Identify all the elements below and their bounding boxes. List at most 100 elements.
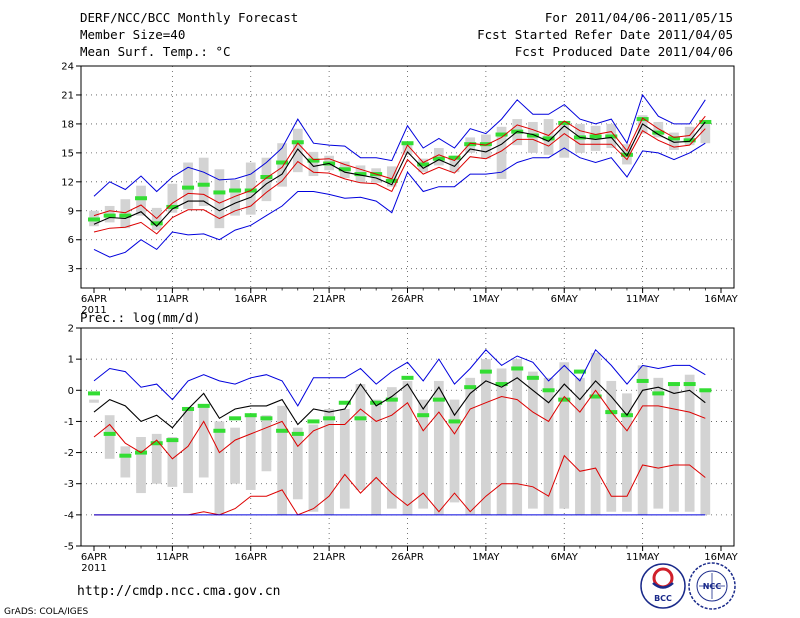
ncc-logo-grid	[699, 573, 725, 599]
prec-box-0	[89, 399, 99, 403]
temp-box-30	[559, 123, 570, 158]
prec-mean-tick-23	[448, 419, 461, 424]
ncc-logo-text: NCC	[703, 582, 722, 591]
prec-mean-tick-1	[103, 431, 116, 436]
prec-xtick-label-6: 6MAY	[551, 552, 579, 563]
temp-box-26	[496, 126, 507, 179]
temp-mean-tick-8	[213, 190, 226, 195]
prec-mean-tick-18	[370, 400, 383, 405]
temp-box-9	[230, 179, 240, 216]
temp-ytick-label-4: 15	[61, 148, 74, 159]
prec-mean-tick-20	[401, 375, 414, 380]
temp-box-7	[198, 157, 209, 206]
prec-box-20	[402, 380, 413, 515]
temp-year-label: 2011	[81, 305, 106, 316]
prec-mean-tick-30	[558, 397, 571, 402]
prec-box-38	[684, 374, 695, 512]
prec-mean-tick-7	[197, 403, 210, 408]
temp-mean-tick-0	[88, 217, 100, 222]
prec-mean-tick-9	[229, 416, 242, 421]
temp-xtick-label-5: 1MAY	[472, 294, 500, 305]
prec-box-26	[496, 368, 507, 515]
temp-mean-tick-6	[182, 185, 195, 190]
variable-label: Mean Surf. Temp.: °C	[80, 44, 231, 59]
temp-mean-tick-7	[197, 182, 210, 187]
prec-ytick-label-7: 2	[68, 324, 74, 335]
source-url[interactable]: http://cmdp.ncc.cma.gov.cn	[77, 584, 281, 599]
bcc-logo-wave	[652, 582, 674, 589]
prec-ytick-label-0: -5	[64, 542, 74, 553]
prec-box-13	[292, 427, 303, 500]
prec-mean-tick-21	[417, 413, 430, 418]
prec-ytick-label-6: 1	[68, 355, 74, 366]
temp-box-19	[386, 166, 397, 187]
temp-line-inner_lower	[93, 128, 706, 235]
prec-xtick-label-3: 21APR	[313, 552, 346, 563]
temp-mean-tick-37	[667, 136, 680, 141]
prec-mean-tick-31	[573, 369, 586, 374]
member-size: Member Size=40	[80, 27, 185, 42]
temp-xtick-label-0: 6APR	[81, 294, 107, 305]
prec-box-17	[355, 384, 366, 490]
temp-xtick-label-3: 21APR	[313, 294, 346, 305]
bcc-logo-text: BCC	[654, 594, 672, 603]
forecast-start-date: Fcst Started Refer Date 2011/04/05	[477, 27, 733, 42]
temp-ytick-label-2: 9	[68, 206, 74, 217]
temp-mean-tick-13	[291, 140, 304, 145]
prec-box-6	[183, 408, 193, 494]
prec-box-36	[653, 377, 664, 509]
prec-box-8	[214, 421, 225, 515]
temp-box-39	[700, 123, 711, 144]
prec-mean-tick-4	[150, 441, 163, 446]
temp-mean-tick-28	[526, 133, 539, 138]
prec-mean-tick-32	[589, 394, 602, 399]
prec-box-19	[386, 387, 397, 509]
temp-mean-tick-26	[495, 132, 508, 137]
prec-mean-tick-36	[652, 391, 665, 396]
temp-mean-tick-3	[135, 196, 148, 201]
prec-box-33	[606, 380, 617, 512]
temp-mean-tick-21	[417, 162, 430, 167]
temp-mean-tick-20	[401, 141, 414, 146]
prec-box-34	[622, 393, 632, 512]
temp-box-11	[261, 157, 272, 202]
prec-box-22	[433, 380, 444, 515]
temperature-panel: 3 6 9 12 15 18 21 24 6APR 11APR 16APR 21APR 26APR 1MA…	[61, 62, 738, 317]
prec-box-1	[104, 415, 115, 459]
prec-box-3	[136, 437, 146, 494]
temp-mean-tick-39	[699, 119, 712, 124]
temp-mean-tick-25	[479, 142, 492, 147]
prec-ytick-label-4: -1	[64, 417, 74, 428]
prec-box-35	[637, 365, 648, 515]
prec-box-2	[120, 446, 131, 478]
prec-mean-tick-24	[464, 385, 477, 390]
prec-mean-tick-14	[307, 419, 320, 424]
temp-mean-tick-9	[229, 188, 242, 193]
temp-mean-tick-5	[166, 204, 179, 209]
temp-ytick-label-1: 6	[68, 235, 74, 246]
prec-box-10	[245, 415, 256, 490]
temp-mean-tick-14	[307, 158, 320, 163]
prec-box-23	[449, 399, 460, 503]
temp-mean-tick-24	[464, 142, 477, 147]
prec-mean-tick-5	[166, 438, 179, 443]
temp-xtick-label-1: 11APR	[156, 294, 189, 305]
temp-mean-tick-30	[558, 120, 571, 125]
figure-title: DERF/NCC/BCC Monthly Forecast	[80, 10, 298, 25]
prec-mean-tick-10	[244, 413, 257, 418]
temp-xtick-label-6: 6MAY	[551, 294, 579, 305]
prec-mean-tick-28	[526, 375, 539, 380]
grads-credit: GrADS: COLA/IGES	[4, 607, 88, 617]
temp-box-8	[214, 169, 225, 229]
temp-box-20	[402, 143, 413, 155]
temp-mean-tick-23	[448, 155, 461, 160]
temp-ytick-label-0: 3	[68, 264, 74, 275]
prec-line-inner_upper	[93, 389, 706, 460]
temp-box-5	[167, 183, 178, 213]
prec-box-37	[669, 384, 679, 512]
temp-box-23	[449, 155, 460, 173]
prec-mean-tick-25	[479, 369, 492, 374]
prec-box-18	[371, 399, 382, 515]
temp-mean-tick-29	[542, 136, 555, 141]
prec-line-upper	[93, 348, 706, 407]
